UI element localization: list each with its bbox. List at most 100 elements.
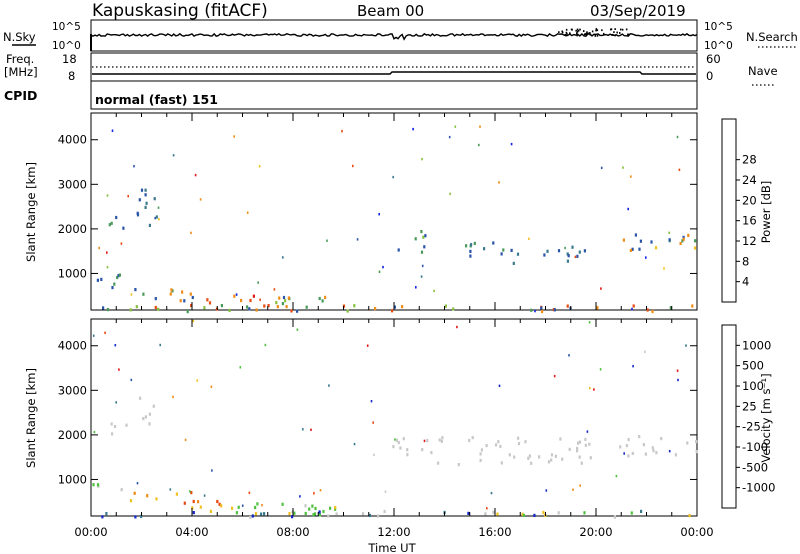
power-cell <box>135 305 138 309</box>
power-cell <box>473 241 476 245</box>
freq-left-tick-top: 18 <box>62 52 77 66</box>
velocity-cell <box>438 438 441 442</box>
velocity-cell <box>111 432 114 436</box>
noise-search-dot <box>564 34 567 36</box>
velocity-speck <box>586 430 589 433</box>
velocity-cell <box>638 435 641 439</box>
velocity-cell <box>397 441 400 445</box>
velocity-cell <box>335 512 338 516</box>
velocity-cell <box>152 404 155 408</box>
noise-panel: N.Sky 10^5 10^0 10^5 10^0 N.Search <box>3 19 798 52</box>
power-speck <box>663 267 665 270</box>
velocity-speck <box>130 378 133 382</box>
power-cbar-tick-label: 20 <box>742 193 757 207</box>
power-cell <box>596 306 599 310</box>
velocity-cell <box>500 461 503 465</box>
power-cell <box>566 259 569 263</box>
velocity-speck <box>299 495 301 498</box>
nave-label: Nave <box>748 64 778 78</box>
velocity-speck <box>196 379 199 382</box>
velocity-cbar-tick-label: -25 <box>742 420 761 434</box>
velocity-speck <box>104 331 106 334</box>
velocity-speck <box>490 491 493 495</box>
noise-search-dot <box>558 31 560 33</box>
velocity-cell <box>101 515 104 519</box>
power-speck <box>668 231 670 234</box>
power-cell <box>397 248 400 252</box>
velocity-cbar-tick-label: 100 <box>742 379 764 393</box>
power-cell <box>144 193 147 197</box>
velocity-cbar-tick-label: 25 <box>742 399 757 413</box>
velocity-cell <box>216 499 219 504</box>
velocity-cell <box>139 396 142 400</box>
noise-right-tick-bottom: 10^0 <box>704 40 733 52</box>
velocity-cell <box>627 437 630 442</box>
nave-line <box>92 71 696 75</box>
power-cell <box>249 298 252 303</box>
velocity-cell <box>521 512 524 516</box>
power-cell <box>115 215 118 220</box>
power-cell <box>228 308 231 313</box>
power-cell <box>321 299 324 303</box>
velocity-cell <box>120 488 123 492</box>
velocity-cell <box>235 511 238 515</box>
power-cell <box>110 221 113 225</box>
noise-search-dot <box>584 33 586 36</box>
power-speck <box>98 246 100 250</box>
power-cbar-tick-label: 4 <box>742 275 749 289</box>
velocity-cell <box>183 501 186 505</box>
power-cell <box>183 299 186 303</box>
velocity-speck <box>310 428 312 431</box>
power-cbar-tick-label: 28 <box>742 153 757 167</box>
power-cell <box>622 238 625 242</box>
velocity-cell <box>260 512 263 516</box>
power-cell <box>113 282 116 286</box>
velocity-speck <box>677 378 679 382</box>
noise-search-dot <box>595 29 597 32</box>
power-speck <box>273 288 276 291</box>
velocity-cell <box>538 455 541 459</box>
velocity-cell <box>368 513 371 518</box>
velocity-speck <box>313 492 315 495</box>
velocity-cell <box>437 461 440 465</box>
velocity-speck <box>118 368 120 371</box>
velocity-cell <box>175 492 178 496</box>
power-cell <box>305 305 308 309</box>
noise-trace <box>90 28 698 51</box>
noise-search-dot <box>611 34 613 36</box>
velocity-speck <box>353 442 356 446</box>
power-speck <box>420 275 423 278</box>
power-speck <box>235 293 238 296</box>
velocity-speck <box>296 328 299 331</box>
velocity-cell <box>524 440 527 444</box>
velocity-cbar-frame <box>721 324 737 509</box>
x-tick-label: 12:00 <box>377 525 410 539</box>
velocity-cell <box>191 506 194 510</box>
velocity-cell <box>547 460 551 464</box>
noise-search-dot <box>565 28 568 31</box>
velocity-cell <box>334 507 337 511</box>
velocity-cell <box>263 512 266 516</box>
power-cell <box>117 274 120 278</box>
noise-search-dot <box>576 32 578 34</box>
noise-search-dot <box>577 29 580 32</box>
noise-search-dot <box>619 32 621 34</box>
power-speck <box>120 242 123 245</box>
power-speck <box>631 307 633 311</box>
power-speck <box>454 125 457 128</box>
power-cell <box>541 309 544 314</box>
power-cell <box>634 233 637 237</box>
noise-search-dot <box>610 28 612 31</box>
noise-search-dot <box>565 31 568 34</box>
power-cell <box>285 305 288 309</box>
noise-search-dot <box>566 34 568 36</box>
power-cbar-tick-label: 8 <box>742 254 749 268</box>
velocity-ylabel: Slant Range [km] <box>24 368 38 468</box>
power-cell <box>153 197 156 201</box>
velocity-cell <box>651 446 654 450</box>
noise-search-dot <box>596 29 599 32</box>
velocity-cell <box>674 453 677 457</box>
velocity-speck <box>372 421 374 424</box>
power-cell <box>420 250 424 254</box>
velocity-speck <box>203 494 206 497</box>
